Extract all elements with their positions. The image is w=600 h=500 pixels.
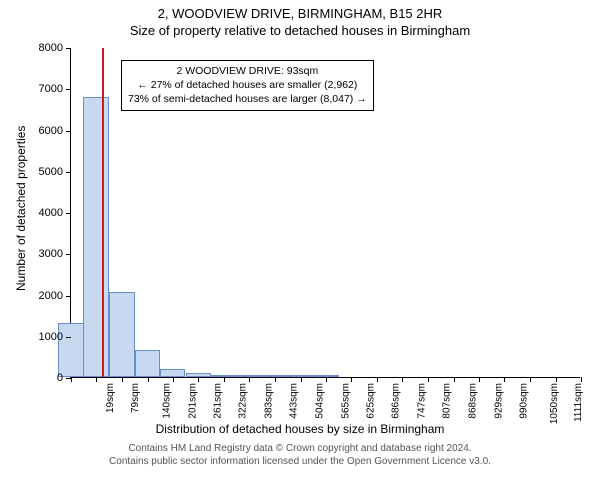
page-title-address: 2, WOODVIEW DRIVE, BIRMINGHAM, B15 2HR: [0, 0, 600, 21]
x-tick: [275, 377, 276, 382]
property-info-box: 2 WOODVIEW DRIVE: 93sqm ← 27% of detache…: [121, 60, 374, 111]
y-tick: [66, 213, 71, 214]
y-tick: [66, 254, 71, 255]
histogram-bar: [160, 369, 186, 377]
y-tick: [66, 296, 71, 297]
x-axis-label: Distribution of detached houses by size …: [0, 422, 600, 436]
y-tick-label: 8000: [39, 42, 63, 54]
x-tick-label: 504sqm: [314, 383, 325, 419]
x-tick: [479, 377, 480, 382]
x-tick: [71, 377, 72, 382]
x-tick-label: 807sqm: [442, 383, 453, 419]
x-tick: [351, 377, 352, 382]
y-tick-label: 6000: [39, 125, 63, 137]
info-line-2: ← 27% of detached houses are smaller (2,…: [128, 78, 367, 92]
y-tick-label: 0: [57, 372, 63, 384]
histogram-bar: [83, 97, 109, 378]
x-tick-label: 686sqm: [391, 383, 402, 419]
footer-line-2: Contains public sector information licen…: [0, 455, 600, 468]
x-tick: [428, 377, 429, 382]
x-tick-label: 1111sqm: [573, 383, 584, 422]
y-tick: [66, 337, 71, 338]
x-tick-label: 261sqm: [212, 383, 223, 419]
y-tick-label: 5000: [39, 166, 63, 178]
x-tick-label: 201sqm: [187, 383, 198, 419]
y-tick: [66, 89, 71, 90]
histogram-bar: [109, 292, 135, 377]
x-tick-label: 19sqm: [105, 383, 116, 413]
x-tick-label: 990sqm: [519, 383, 530, 419]
y-tick-label: 4000: [39, 207, 63, 219]
x-tick: [326, 377, 327, 382]
x-tick: [96, 377, 97, 382]
x-tick: [581, 377, 582, 382]
x-tick-label: 79sqm: [130, 383, 141, 413]
x-tick-label: 322sqm: [238, 383, 249, 419]
y-tick-label: 1000: [39, 331, 63, 343]
x-tick-label: 929sqm: [493, 383, 504, 419]
x-tick-label: 383sqm: [264, 383, 275, 419]
x-tick: [530, 377, 531, 382]
x-tick: [556, 377, 557, 382]
footer-attribution: Contains HM Land Registry data © Crown c…: [0, 438, 600, 468]
y-axis-label: Number of detached properties: [14, 126, 28, 291]
x-tick-label: 1050sqm: [550, 383, 561, 424]
y-tick: [66, 48, 71, 49]
y-tick-label: 2000: [39, 290, 63, 302]
x-tick-label: 140sqm: [161, 383, 172, 419]
x-tick: [504, 377, 505, 382]
x-tick-label: 747sqm: [417, 383, 428, 419]
x-tick-label: 565sqm: [340, 383, 351, 419]
histogram-bar: [135, 350, 161, 377]
x-tick: [454, 377, 455, 382]
info-line-1: 2 WOODVIEW DRIVE: 93sqm: [128, 64, 367, 78]
page-title-sub: Size of property relative to detached ho…: [0, 21, 600, 38]
histogram-plot: 2 WOODVIEW DRIVE: 93sqm ← 27% of detache…: [70, 48, 580, 378]
y-tick: [66, 172, 71, 173]
y-tick-label: 7000: [39, 83, 63, 95]
y-tick: [66, 131, 71, 132]
x-tick: [301, 377, 302, 382]
chart-container: Number of detached properties 2 WOODVIEW…: [0, 38, 600, 438]
x-tick: [224, 377, 225, 382]
property-marker-line: [102, 48, 104, 377]
x-tick: [148, 377, 149, 382]
footer-line-1: Contains HM Land Registry data © Crown c…: [0, 442, 600, 455]
x-tick: [198, 377, 199, 382]
x-tick: [377, 377, 378, 382]
x-tick: [402, 377, 403, 382]
y-tick-label: 3000: [39, 248, 63, 260]
x-tick: [173, 377, 174, 382]
x-tick-label: 868sqm: [468, 383, 479, 419]
x-tick-label: 625sqm: [365, 383, 376, 419]
x-tick-label: 443sqm: [289, 383, 300, 419]
x-tick: [122, 377, 123, 382]
info-line-3: 73% of semi-detached houses are larger (…: [128, 92, 367, 106]
x-tick: [249, 377, 250, 382]
